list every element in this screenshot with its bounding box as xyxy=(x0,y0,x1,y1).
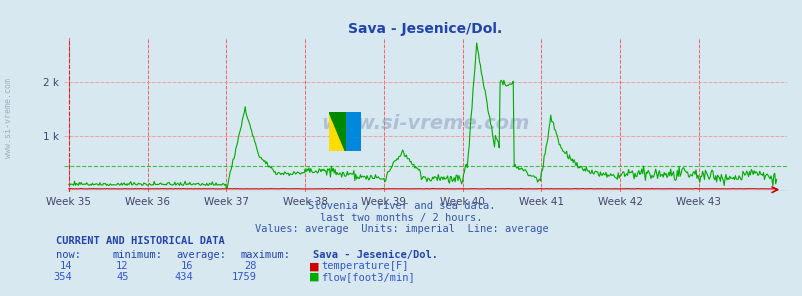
Text: Slovenia / river and sea data.: Slovenia / river and sea data. xyxy=(307,201,495,211)
Text: maximum:: maximum: xyxy=(241,250,290,260)
Title: Sava - Jesenice/Dol.: Sava - Jesenice/Dol. xyxy=(348,22,502,36)
Text: minimum:: minimum: xyxy=(112,250,162,260)
Text: 1759: 1759 xyxy=(232,272,257,282)
Text: last two months / 2 hours.: last two months / 2 hours. xyxy=(320,213,482,223)
Text: CURRENT AND HISTORICAL DATA: CURRENT AND HISTORICAL DATA xyxy=(56,236,225,246)
Text: 12: 12 xyxy=(115,261,128,271)
Text: ■: ■ xyxy=(309,261,319,271)
Text: average:: average: xyxy=(176,250,226,260)
Text: Values: average  Units: imperial  Line: average: Values: average Units: imperial Line: av… xyxy=(254,224,548,234)
Text: www.si-vreme.com: www.si-vreme.com xyxy=(4,78,13,158)
Text: Sava - Jesenice/Dol.: Sava - Jesenice/Dol. xyxy=(313,250,438,260)
Text: 45: 45 xyxy=(115,272,128,282)
Text: ■: ■ xyxy=(309,272,319,282)
Text: www.si-vreme.com: www.si-vreme.com xyxy=(321,114,529,133)
Text: 16: 16 xyxy=(180,261,192,271)
Text: 14: 14 xyxy=(59,261,72,271)
Text: flow[foot3/min]: flow[foot3/min] xyxy=(321,272,415,282)
Text: temperature[F]: temperature[F] xyxy=(321,261,408,271)
Bar xyxy=(345,112,361,151)
Text: 28: 28 xyxy=(244,261,257,271)
Polygon shape xyxy=(329,112,345,151)
Text: 354: 354 xyxy=(54,272,72,282)
Text: 434: 434 xyxy=(174,272,192,282)
Text: now:: now: xyxy=(56,250,81,260)
Bar xyxy=(329,112,345,151)
